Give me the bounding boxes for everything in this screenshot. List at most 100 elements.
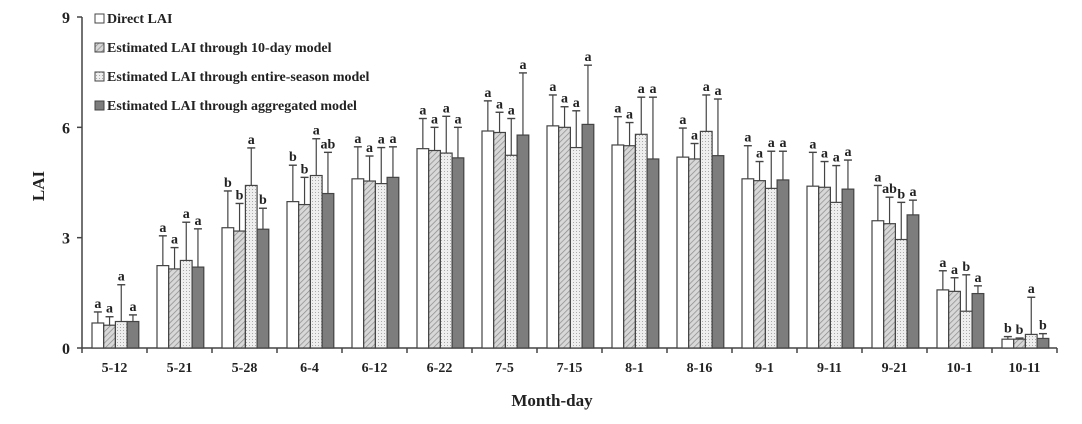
x-tick-label: 7-15 bbox=[557, 361, 583, 376]
bar bbox=[168, 268, 181, 349]
y-tick-label: 6 bbox=[62, 120, 70, 137]
significance-letter: a bbox=[951, 263, 958, 278]
bar bbox=[546, 125, 560, 349]
bar bbox=[818, 186, 832, 349]
bar bbox=[829, 201, 843, 349]
significance-letter: a bbox=[768, 136, 775, 151]
legend-label: Estimated LAI through aggregated model bbox=[107, 99, 357, 114]
significance-letter: a bbox=[573, 96, 580, 111]
bar bbox=[286, 201, 300, 349]
significance-letter: b bbox=[289, 150, 297, 165]
significance-letter: a bbox=[691, 129, 698, 144]
significance-letter: a bbox=[549, 80, 556, 95]
bar bbox=[871, 220, 885, 349]
bar bbox=[688, 158, 702, 349]
bar bbox=[256, 228, 270, 349]
bar bbox=[1036, 337, 1050, 349]
bar bbox=[321, 192, 335, 349]
significance-letter: a bbox=[194, 214, 201, 229]
x-tick-label: 9-1 bbox=[755, 361, 774, 376]
significance-letter: a bbox=[496, 97, 503, 112]
bar bbox=[634, 133, 648, 349]
significance-letter: a bbox=[183, 207, 190, 222]
bar bbox=[676, 156, 690, 349]
significance-letter: a bbox=[614, 102, 621, 117]
x-axis-label: Month-day bbox=[511, 391, 593, 410]
x-tick-label: 7-5 bbox=[495, 361, 514, 376]
bar bbox=[91, 322, 105, 349]
bar bbox=[179, 259, 193, 349]
legend-label: Direct LAI bbox=[107, 12, 172, 27]
x-tick-label: 5-28 bbox=[232, 361, 258, 376]
bar bbox=[103, 324, 116, 349]
significance-letter: a bbox=[561, 92, 568, 107]
bar bbox=[623, 145, 637, 349]
bar bbox=[481, 130, 495, 349]
bar bbox=[699, 130, 713, 349]
significance-letter: b bbox=[236, 188, 244, 203]
bar bbox=[764, 187, 778, 349]
bar bbox=[298, 203, 312, 349]
significance-letter: a bbox=[874, 170, 881, 185]
x-tick-label: 6-4 bbox=[300, 361, 319, 376]
significance-letter: a bbox=[821, 147, 828, 162]
significance-letter: a bbox=[714, 84, 721, 99]
legend-swatch bbox=[94, 100, 105, 111]
significance-letter: a bbox=[419, 104, 426, 119]
significance-letter: b bbox=[1004, 322, 1012, 337]
significance-letter: a bbox=[833, 151, 840, 166]
bar bbox=[841, 188, 855, 349]
significance-letter: a bbox=[679, 113, 686, 128]
significance-letter: b bbox=[897, 187, 905, 202]
significance-letter: a bbox=[974, 271, 981, 286]
bar bbox=[611, 144, 625, 349]
significance-letter: a bbox=[94, 297, 101, 312]
significance-letter: a bbox=[779, 136, 786, 151]
x-tick-label: 6-22 bbox=[427, 361, 453, 376]
legend-swatch bbox=[94, 13, 105, 24]
legend-swatch bbox=[94, 42, 105, 53]
y-tick-label: 3 bbox=[62, 231, 70, 248]
legend-swatch bbox=[94, 71, 105, 82]
significance-letter: a bbox=[939, 256, 946, 271]
significance-letter: a bbox=[809, 137, 816, 152]
significance-letter: a bbox=[454, 112, 461, 127]
significance-letter: a bbox=[106, 302, 113, 317]
significance-letter: a bbox=[159, 221, 166, 236]
legend-label: Estimated LAI through entire-season mode… bbox=[107, 70, 369, 85]
x-tick-label: 9-11 bbox=[817, 361, 842, 376]
significance-letter: a bbox=[844, 145, 851, 160]
bar bbox=[363, 180, 377, 349]
bar bbox=[244, 184, 258, 349]
bar bbox=[906, 214, 920, 349]
significance-letter: b bbox=[259, 193, 267, 208]
bar bbox=[114, 320, 128, 349]
x-tick-label: 8-16 bbox=[687, 361, 713, 376]
significance-letter: ab bbox=[882, 182, 897, 197]
bar bbox=[753, 180, 767, 349]
bar bbox=[351, 178, 365, 349]
significance-letter: a bbox=[248, 133, 255, 148]
significance-letter: a bbox=[118, 270, 125, 285]
bar bbox=[1001, 338, 1015, 349]
bar bbox=[126, 320, 140, 349]
x-tick-label: 8-1 bbox=[625, 361, 644, 376]
significance-letter: a bbox=[638, 82, 645, 97]
significance-letter: a bbox=[129, 300, 136, 315]
significance-letter: ab bbox=[321, 137, 336, 152]
bar bbox=[493, 131, 507, 349]
bar bbox=[428, 149, 442, 349]
x-tick-label: 5-21 bbox=[167, 361, 193, 376]
significance-letter: a bbox=[431, 112, 438, 127]
bar bbox=[883, 223, 897, 349]
significance-letter: a bbox=[584, 50, 591, 65]
x-tick-label: 5-12 bbox=[102, 361, 128, 376]
bar bbox=[741, 178, 755, 349]
bar bbox=[374, 183, 388, 349]
significance-letter: a bbox=[378, 133, 385, 148]
significance-letter: a bbox=[354, 132, 361, 147]
bar bbox=[516, 134, 530, 349]
bar bbox=[1013, 338, 1027, 349]
significance-letter: a bbox=[443, 101, 450, 116]
bar bbox=[439, 152, 453, 349]
